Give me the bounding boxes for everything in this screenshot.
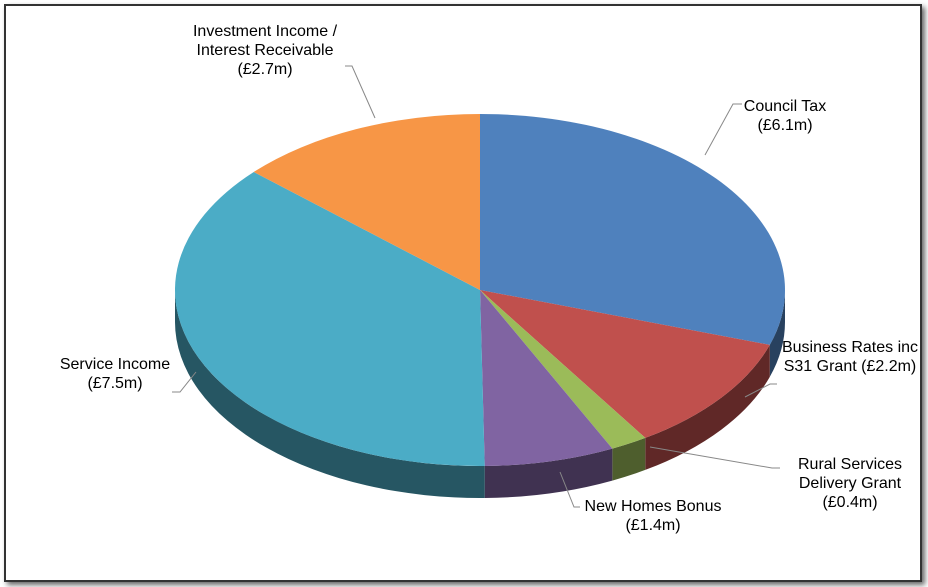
slice-label: Business Rates inc S31 Grant (£2.2m) [772, 338, 928, 376]
slice [480, 290, 613, 466]
slice-side [645, 344, 770, 470]
slice-side [612, 437, 646, 481]
leader-line [345, 65, 376, 119]
leader-line [559, 471, 580, 508]
leader-line [704, 103, 742, 156]
leader-line [172, 371, 197, 393]
slice [480, 290, 770, 438]
value-label: (£6.1m) [757, 117, 813, 134]
slice-side [484, 448, 613, 498]
slice [253, 114, 480, 290]
slice [174, 171, 485, 466]
category-label: New Homes Bonus [584, 498, 722, 515]
slice-side [769, 290, 785, 377]
slice-label: Investment Income / Interest Receivable … [170, 22, 360, 79]
slice-label: New Homes Bonus (£1.4m) [578, 497, 728, 535]
slice [480, 114, 785, 345]
slice-side [174, 290, 485, 498]
category-label: Council Tax [743, 98, 827, 115]
leader-lines [172, 65, 780, 508]
value-label: (£7.5m) [87, 375, 143, 392]
category-label: Business Rates inc S31 Grant [781, 339, 919, 375]
value-label: (£2.7m) [237, 61, 293, 78]
slice-label: Council Tax (£6.1m) [725, 97, 845, 135]
category-label: Rural Services Delivery Grant [797, 456, 903, 492]
value-label: (£0.4m) [822, 494, 878, 511]
leader-line [744, 383, 777, 398]
value-label: (£2.2m) [861, 358, 917, 375]
value-label: (£1.4m) [625, 517, 681, 534]
slice-label: Service Income (£7.5m) [40, 355, 190, 393]
leader-line [649, 446, 780, 469]
category-label: Investment Income / Interest Receivable [192, 23, 338, 59]
category-label: Service Income [59, 356, 171, 373]
slice [480, 290, 646, 449]
slice-label: Rural Services Delivery Grant (£0.4m) [772, 455, 928, 512]
